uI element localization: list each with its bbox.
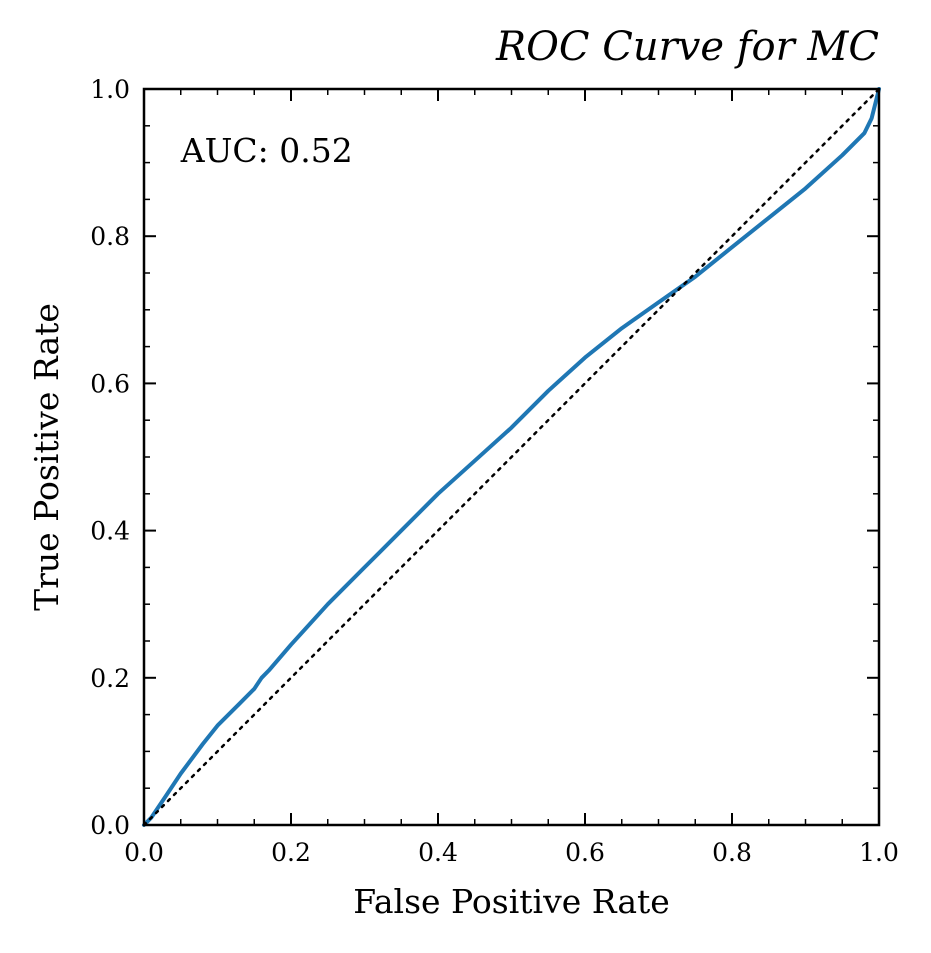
- x-tick-label: 0.8: [712, 838, 752, 867]
- lines-layer: [142, 87, 881, 827]
- x-tick-label: 0.0: [124, 838, 164, 867]
- y-tick-label: 0.8: [90, 222, 130, 251]
- x-tick-label: 0.6: [565, 838, 605, 867]
- x-tick-label: 1.0: [859, 838, 899, 867]
- y-tick-label: 0.0: [90, 811, 130, 840]
- plot-area-frame: [142, 87, 881, 827]
- roc-curve-line: [142, 87, 881, 827]
- x-axis-label: False Positive Rate: [353, 882, 670, 921]
- y-tick-label: 1.0: [90, 75, 130, 104]
- x-tick-label: 0.2: [271, 838, 311, 867]
- y-tick-label: 0.4: [90, 517, 130, 546]
- random-baseline-line: [142, 87, 881, 827]
- y-tick-label: 0.2: [90, 664, 130, 693]
- y-tick-label: 0.6: [90, 369, 130, 398]
- chart-title: ROC Curve for MC: [495, 24, 879, 70]
- ticks-layer: 0.0 0.2 0.4 0.6 0.8 1.0 0.0 0.2 0.4 0.6 0.8 1.0: [90, 75, 899, 867]
- auc-annotation: AUC: 0.52: [180, 131, 353, 170]
- y-axis-label: True Positive Rate: [27, 303, 66, 611]
- x-tick-label: 0.4: [418, 838, 458, 867]
